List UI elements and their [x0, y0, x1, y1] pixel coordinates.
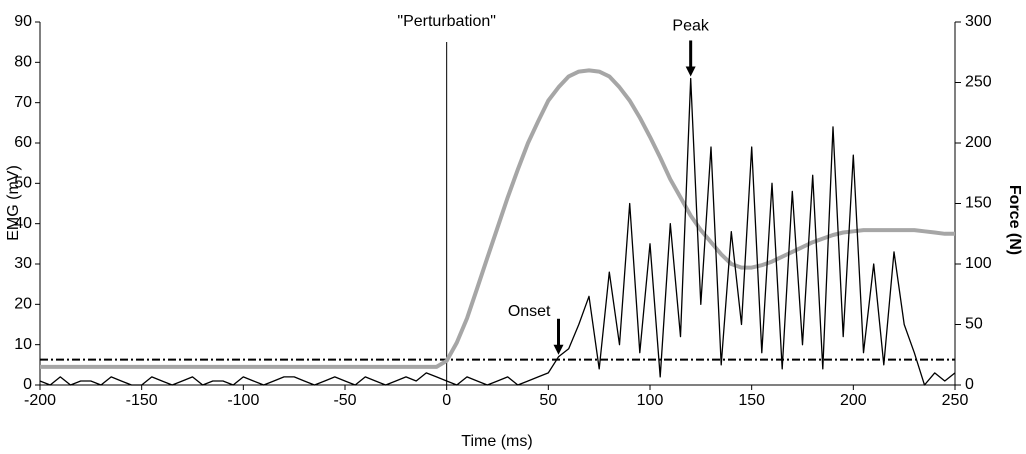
- y2-axis-label: Force (N): [1006, 185, 1023, 255]
- y2-tick-label: 150: [965, 195, 992, 212]
- x-tick-label: 250: [942, 392, 969, 409]
- y2-tick-label: 100: [965, 255, 992, 272]
- x-tick-label: -50: [333, 392, 356, 409]
- y-tick-label: 90: [14, 13, 32, 30]
- y-tick-label: 50: [14, 175, 32, 192]
- x-tick-label: 50: [539, 392, 557, 409]
- y2-tick-label: 250: [965, 74, 992, 91]
- y2-tick-label: 200: [965, 134, 992, 151]
- y-tick-label: 30: [14, 255, 32, 272]
- x-tick-label: 100: [637, 392, 664, 409]
- y2-tick-label: 0: [965, 376, 974, 393]
- annotation-label: Peak: [672, 18, 709, 35]
- y-tick-label: 20: [14, 296, 32, 313]
- y2-tick-label: 300: [965, 13, 992, 30]
- y-axis-label: EMG (mV): [5, 165, 22, 241]
- y-tick-label: 60: [14, 134, 32, 151]
- annotation-arrowhead: [553, 344, 564, 355]
- y-tick-label: 10: [14, 336, 32, 353]
- y2-tick-label: 50: [965, 316, 983, 333]
- x-tick-label: 150: [738, 392, 765, 409]
- annotation-label: Onset: [508, 303, 551, 320]
- y-tick-label: 80: [14, 54, 32, 71]
- data-line: [39, 77, 956, 386]
- x-tick-label: -200: [24, 392, 56, 409]
- annotation-arrowhead: [685, 66, 696, 77]
- x-tick-label: -150: [126, 392, 158, 409]
- x-tick-label: -100: [227, 392, 259, 409]
- x-tick-label: 0: [442, 392, 451, 409]
- y-tick-label: 70: [14, 94, 32, 111]
- data-line: [40, 68, 955, 369]
- y-tick-label: 40: [14, 215, 32, 232]
- perturbation-label: "Perturbation": [397, 13, 496, 30]
- x-tick-label: 200: [840, 392, 867, 409]
- y-tick-label: 0: [23, 376, 32, 393]
- x-axis-label: Time (ms): [461, 433, 532, 450]
